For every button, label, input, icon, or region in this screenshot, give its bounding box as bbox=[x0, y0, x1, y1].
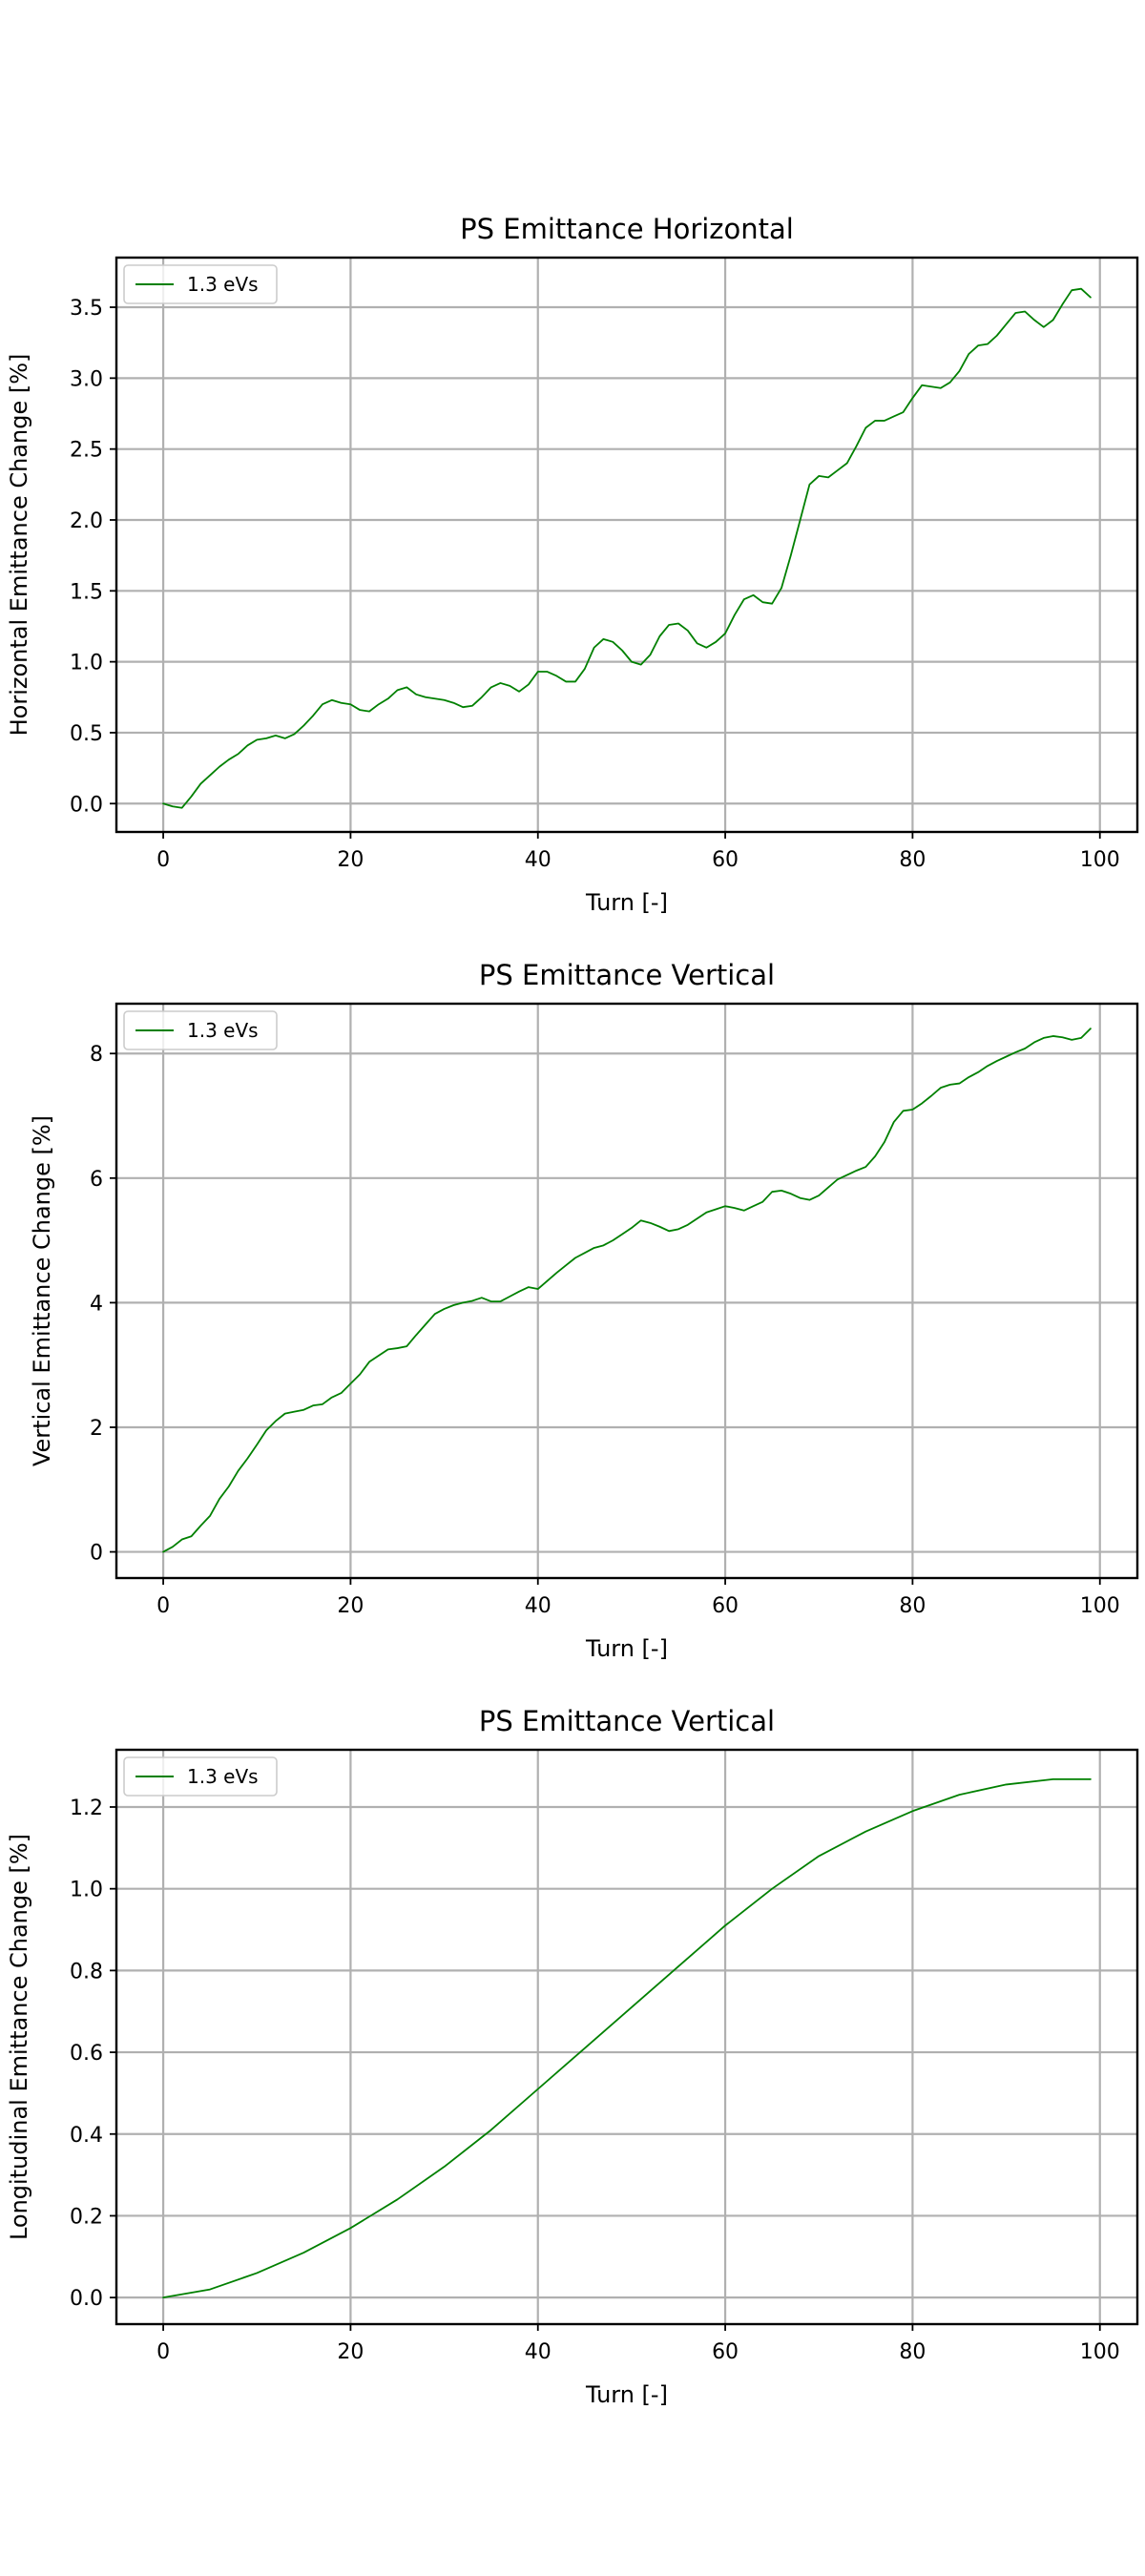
plot-frame bbox=[114, 256, 1139, 834]
x-tick-label: 60 bbox=[712, 1594, 739, 1618]
x-tick-label: 80 bbox=[899, 2340, 926, 2364]
x-axis-label: Turn [-] bbox=[585, 889, 668, 916]
y-tick-label: 0.5 bbox=[70, 722, 103, 746]
y-tick-label: 0.8 bbox=[70, 1960, 103, 1984]
chart-panel-2: 0 20 40 60 80 100 0 2 4 6 8 PS Emittance Vertical Tu… bbox=[29, 959, 1139, 1662]
legend: 1.3 eVs bbox=[123, 1010, 278, 1050]
grid bbox=[116, 258, 1137, 832]
y-tick-label: 6 bbox=[90, 1168, 103, 1192]
chart-panel-1: 0 20 40 60 80 100 0.0 0.5 1.0 1.5 2.0 2.5 3.0 3.5 PS E… bbox=[6, 213, 1139, 916]
chart-title: PS Emittance Vertical bbox=[479, 959, 775, 991]
y-tick-label: 0.2 bbox=[70, 2205, 103, 2229]
chart-title: PS Emittance Vertical bbox=[479, 1705, 775, 1737]
y-tick-label: 1.5 bbox=[70, 580, 103, 604]
legend-box bbox=[123, 1010, 278, 1050]
legend-label: 1.3 eVs bbox=[187, 1019, 259, 1042]
x-tick-label: 20 bbox=[337, 1594, 364, 1618]
y-tick-label: 8 bbox=[90, 1043, 103, 1067]
x-axis-label: Turn [-] bbox=[585, 2381, 668, 2408]
y-axis-label: Horizontal Emittance Change [%] bbox=[6, 354, 32, 737]
legend-box bbox=[123, 1756, 278, 1797]
x-tick-label: 80 bbox=[899, 848, 926, 872]
x-tick-label: 100 bbox=[1080, 2340, 1120, 2364]
grid bbox=[116, 1750, 1137, 2324]
x-tick-label: 20 bbox=[337, 2340, 364, 2364]
x-tick-label: 80 bbox=[899, 1594, 926, 1618]
chart-panel-3: 0 20 40 60 80 100 0.0 0.2 0.4 0.6 0.8 1.0 1.2 PS Emit… bbox=[6, 1705, 1139, 2408]
y-tick-label: 0.0 bbox=[70, 2287, 103, 2311]
y-tick-label: 1.0 bbox=[70, 652, 103, 675]
x-tick-label: 0 bbox=[156, 848, 170, 872]
legend-label: 1.3 eVs bbox=[187, 273, 259, 296]
x-tick-label: 60 bbox=[712, 848, 739, 872]
plot-frame bbox=[114, 1748, 1139, 2326]
x-tick-label: 40 bbox=[525, 1594, 552, 1618]
series-line-1 bbox=[162, 287, 1092, 809]
chart-title: PS Emittance Horizontal bbox=[460, 213, 794, 245]
y-tick-label: 1.2 bbox=[70, 1797, 103, 1820]
x-tick-label: 0 bbox=[156, 1594, 170, 1618]
y-tick-label: 4 bbox=[90, 1292, 103, 1316]
y-tick-label: 2.5 bbox=[70, 439, 103, 463]
y-tick-label: 2.0 bbox=[70, 509, 103, 533]
y-tick-label: 0.4 bbox=[70, 2124, 103, 2148]
x-tick-label: 100 bbox=[1080, 848, 1120, 872]
y-axis-label: Vertical Emittance Change [%] bbox=[29, 1115, 55, 1466]
series-line-1 bbox=[162, 1028, 1092, 1553]
legend-box bbox=[123, 264, 278, 304]
y-tick-label: 0.0 bbox=[70, 793, 103, 817]
y-tick-label: 3.5 bbox=[70, 297, 103, 321]
y-tick-label: 3.0 bbox=[70, 367, 103, 391]
y-tick-label: 2 bbox=[90, 1417, 103, 1441]
y-tick-label: 0 bbox=[90, 1542, 103, 1566]
x-tick-label: 100 bbox=[1080, 1594, 1120, 1618]
y-axis-label: Longitudinal Emittance Change [%] bbox=[6, 1834, 32, 2240]
y-tick-label: 0.6 bbox=[70, 2042, 103, 2066]
x-tick-label: 40 bbox=[525, 2340, 552, 2364]
plot-frame bbox=[114, 1002, 1139, 1580]
y-tick-label: 1.0 bbox=[70, 1879, 103, 1902]
x-tick-label: 40 bbox=[525, 848, 552, 872]
series-line-1 bbox=[162, 1777, 1092, 2299]
x-axis-label: Turn [-] bbox=[585, 1635, 668, 1662]
x-tick-label: 20 bbox=[337, 848, 364, 872]
x-tick-label: 60 bbox=[712, 2340, 739, 2364]
legend-label: 1.3 eVs bbox=[187, 1765, 259, 1788]
legend: 1.3 eVs bbox=[123, 1756, 278, 1797]
x-tick-label: 0 bbox=[156, 2340, 170, 2364]
legend: 1.3 eVs bbox=[123, 264, 278, 304]
grid bbox=[116, 1004, 1137, 1578]
